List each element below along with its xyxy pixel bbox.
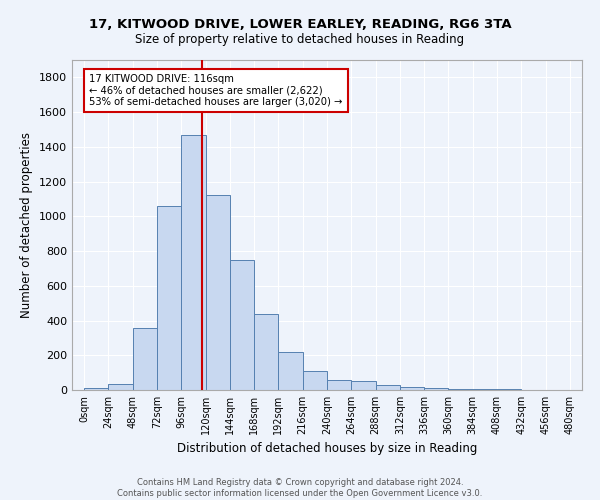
Bar [254, 314, 278, 390]
Bar [424, 388, 448, 390]
Bar [230, 260, 254, 390]
Y-axis label: Number of detached properties: Number of detached properties [20, 132, 34, 318]
Text: 17 KITWOOD DRIVE: 116sqm
← 46% of detached houses are smaller (2,622)
53% of sem: 17 KITWOOD DRIVE: 116sqm ← 46% of detach… [89, 74, 343, 107]
Text: 17, KITWOOD DRIVE, LOWER EARLEY, READING, RG6 3TA: 17, KITWOOD DRIVE, LOWER EARLEY, READING… [89, 18, 511, 30]
Bar [109, 384, 133, 390]
Bar [400, 387, 424, 390]
Bar [84, 388, 109, 390]
Bar [181, 134, 206, 390]
X-axis label: Distribution of detached houses by size in Reading: Distribution of detached houses by size … [177, 442, 477, 456]
Bar [133, 328, 157, 390]
Bar [376, 385, 400, 390]
Bar [473, 389, 497, 390]
Bar [448, 388, 473, 390]
Text: Contains HM Land Registry data © Crown copyright and database right 2024.
Contai: Contains HM Land Registry data © Crown c… [118, 478, 482, 498]
Bar [278, 352, 303, 390]
Bar [351, 382, 376, 390]
Text: Size of property relative to detached houses in Reading: Size of property relative to detached ho… [136, 32, 464, 46]
Bar [327, 380, 351, 390]
Bar [206, 196, 230, 390]
Bar [157, 206, 181, 390]
Bar [303, 371, 327, 390]
